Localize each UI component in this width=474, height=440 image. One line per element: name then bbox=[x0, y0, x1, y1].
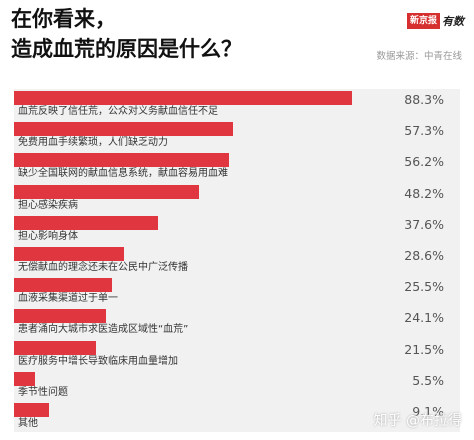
data-source: 数据来源：中青在线 bbox=[376, 51, 462, 62]
bar bbox=[14, 215, 158, 230]
value-label: 25.5% bbox=[404, 279, 444, 295]
value-label: 5.5% bbox=[412, 372, 444, 388]
value-label: 48.2% bbox=[404, 185, 444, 201]
value-label: 37.6% bbox=[404, 216, 444, 232]
bar bbox=[14, 371, 36, 386]
chart-title: 在你看来， 造成血荒的原因是什么？ bbox=[11, 7, 242, 61]
value-label: 21.5% bbox=[404, 341, 444, 357]
category-label: 免费用血手续繁琐，人们缺乏动力 bbox=[18, 137, 168, 149]
bar bbox=[14, 91, 353, 105]
bar bbox=[14, 340, 97, 355]
category-label: 医疗服务中增长导致临床用血量增加 bbox=[18, 355, 178, 367]
bar bbox=[14, 403, 49, 417]
category-label: 其他 bbox=[18, 418, 38, 429]
bar bbox=[14, 153, 230, 168]
category-label: 季节性问题 bbox=[18, 386, 68, 398]
bar bbox=[14, 247, 124, 261]
value-label: 57.3% bbox=[404, 123, 444, 139]
value-label: 28.6% bbox=[404, 248, 444, 263]
category-label: 担心影响身体 bbox=[18, 230, 78, 242]
category-label: 缺少全国联网的献血信息系统，献血容易用血难 bbox=[18, 168, 228, 180]
brand-logo: 新京报 有数 bbox=[406, 13, 464, 29]
value-label: 88.3% bbox=[404, 92, 444, 107]
value-label: 56.2% bbox=[404, 154, 444, 170]
value-label: 9.1% bbox=[412, 404, 444, 419]
bar bbox=[14, 278, 112, 293]
watermark: 知乎 @布拉得 bbox=[373, 413, 462, 429]
value-label: 24.1% bbox=[404, 310, 444, 326]
category-label: 患者涌向大城市求医造成区域性“血荒” bbox=[18, 324, 189, 336]
bar bbox=[14, 309, 107, 324]
category-label: 血液采集渠道过于单一 bbox=[18, 293, 118, 305]
brand-script: 有数 bbox=[442, 15, 464, 28]
bar bbox=[14, 122, 234, 137]
category-label: 担心感染疾病 bbox=[18, 199, 78, 211]
category-label: 无偿献血的理念还未在公民中广泛传播 bbox=[18, 262, 188, 273]
brand-box: 新京报 bbox=[406, 13, 440, 29]
category-label: 血荒反映了信任荒，公众对义务献血信任不足 bbox=[18, 106, 218, 117]
bar bbox=[14, 184, 199, 199]
